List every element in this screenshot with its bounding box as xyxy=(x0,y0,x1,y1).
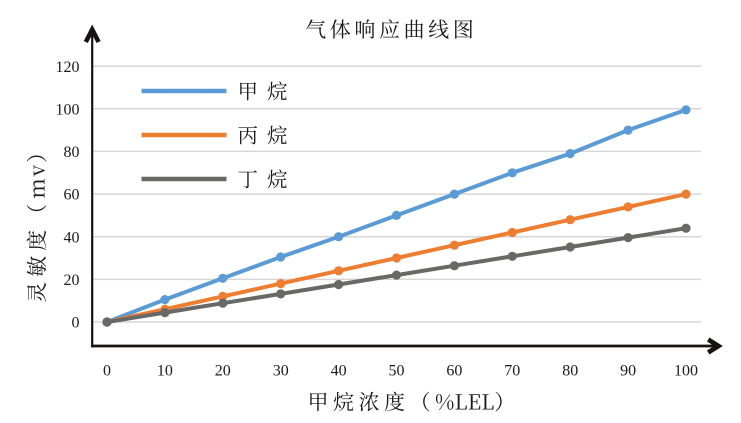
series-1-marker-80 xyxy=(565,149,575,159)
legend-label-2 xyxy=(238,125,287,145)
glyph xyxy=(379,19,400,39)
chart-title xyxy=(306,19,473,39)
glyph xyxy=(26,205,47,212)
series-3-marker-60 xyxy=(449,261,459,271)
series-1-marker-100 xyxy=(681,105,691,115)
series-1-marker-60 xyxy=(449,189,459,199)
series-2-marker-60 xyxy=(449,240,459,250)
series-3-marker-70 xyxy=(507,251,517,261)
series-1-marker-10 xyxy=(160,295,170,305)
legend-item-3 xyxy=(141,169,287,189)
glyph xyxy=(435,394,454,411)
x-tick-label-90: 90 xyxy=(620,363,636,380)
glyph xyxy=(26,256,47,277)
series-1-marker-70 xyxy=(507,168,517,178)
series-3-marker-50 xyxy=(391,270,402,280)
glyph xyxy=(423,391,430,412)
glyph xyxy=(267,169,287,189)
glyph xyxy=(240,82,257,101)
x-tick-label-80: 80 xyxy=(562,363,578,380)
series-3-marker-100 xyxy=(681,223,691,233)
series-2-marker-40 xyxy=(334,266,344,276)
series-2-marker-80 xyxy=(565,215,575,225)
x-axis-label xyxy=(310,391,502,412)
glyph xyxy=(359,391,379,412)
glyph xyxy=(238,170,258,189)
y-tick-label-0: 0 xyxy=(72,315,80,332)
y-tick-label-80: 80 xyxy=(64,144,80,161)
series-2-marker-100 xyxy=(681,189,691,199)
series-3-marker-40 xyxy=(334,279,344,290)
series-3-marker-30 xyxy=(276,289,286,299)
y-tick-label-120: 120 xyxy=(56,59,80,76)
legend-label-1 xyxy=(240,81,287,101)
glyph xyxy=(455,19,473,39)
glyph xyxy=(384,391,405,412)
series-3-marker-10 xyxy=(160,308,170,318)
glyph xyxy=(468,394,481,410)
series-3 xyxy=(102,223,691,327)
x-tick-label-10: 10 xyxy=(157,363,173,380)
series-2-marker-20 xyxy=(218,291,228,301)
tick-labels: 0 20 40 60 80 100 120 0 10 20 30 40 50 60 70 80 90 100 xyxy=(56,59,699,380)
series-2-marker-70 xyxy=(507,227,517,238)
glyph xyxy=(27,282,47,303)
glyph xyxy=(26,155,47,162)
y-axis-label xyxy=(26,155,47,303)
legend xyxy=(141,81,287,189)
x-tick-label-30: 30 xyxy=(273,363,289,380)
x-axis-arrowhead xyxy=(706,337,723,355)
glyph xyxy=(33,164,45,177)
glyph xyxy=(267,81,287,101)
series-3-marker-90 xyxy=(623,233,633,243)
glyph xyxy=(482,394,494,410)
series-3-marker-80 xyxy=(565,242,575,252)
series-2 xyxy=(102,189,691,327)
x-tick-label-50: 50 xyxy=(389,363,405,380)
series-1-marker-40 xyxy=(334,232,344,242)
x-tick-label-70: 70 xyxy=(504,363,520,380)
series-2-marker-90 xyxy=(623,202,633,212)
glyph xyxy=(495,391,502,412)
series-3-marker-20 xyxy=(218,298,228,308)
y-tick-label-100: 100 xyxy=(56,101,80,118)
glyph xyxy=(238,126,258,145)
series-1 xyxy=(102,105,691,327)
x-tick-label-60: 60 xyxy=(446,363,462,380)
glyph xyxy=(455,394,467,410)
y-tick-label-60: 60 xyxy=(64,187,80,204)
glyph xyxy=(306,19,326,39)
x-tick-label-40: 40 xyxy=(331,363,347,380)
axes xyxy=(83,24,723,355)
legend-item-2 xyxy=(141,125,287,145)
series-1-marker-50 xyxy=(391,210,402,220)
glyph xyxy=(333,391,354,412)
y-axis-arrowhead xyxy=(83,24,101,44)
glyph xyxy=(26,230,47,251)
series-3-marker-0 xyxy=(102,317,112,327)
series-2-marker-30 xyxy=(276,279,286,289)
gridlines xyxy=(92,65,701,323)
x-tick-label-20: 20 xyxy=(215,363,231,380)
x-tick-label-0: 0 xyxy=(103,363,111,380)
glyph xyxy=(310,392,327,412)
series-2-marker-50 xyxy=(391,253,402,263)
series-1-marker-20 xyxy=(218,273,228,283)
glyph xyxy=(267,125,287,145)
legend-item-1 xyxy=(141,81,287,101)
legend-label-3 xyxy=(238,169,287,189)
glyph xyxy=(428,19,449,39)
glyph xyxy=(356,19,375,39)
series-1-marker-90 xyxy=(623,125,633,135)
glyph xyxy=(33,179,45,199)
series-1-marker-30 xyxy=(276,252,286,262)
glyph xyxy=(330,19,351,39)
x-tick-label-100: 100 xyxy=(674,363,698,380)
glyph xyxy=(405,19,424,39)
y-tick-label-40: 40 xyxy=(64,229,80,246)
y-tick-label-20: 20 xyxy=(64,272,80,289)
